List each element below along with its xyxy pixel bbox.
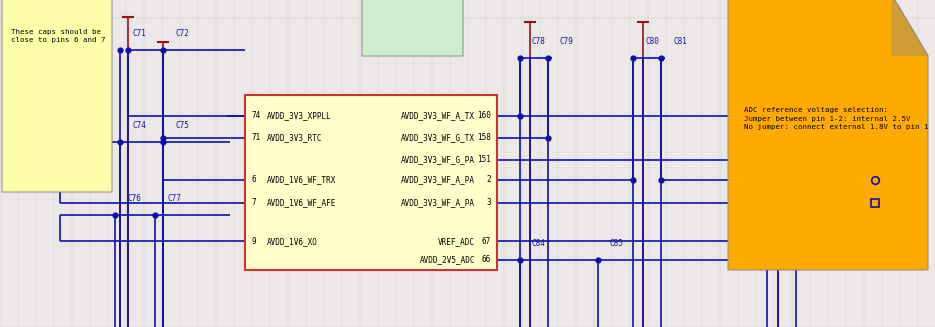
Text: AVDD_3V3_WF_A_PA: AVDD_3V3_WF_A_PA bbox=[401, 198, 475, 207]
Text: AVDD_2V5_ADC: AVDD_2V5_ADC bbox=[420, 255, 475, 264]
Text: C72: C72 bbox=[175, 29, 189, 38]
Text: C75: C75 bbox=[175, 121, 189, 130]
Polygon shape bbox=[728, 0, 928, 270]
Text: 158: 158 bbox=[477, 133, 491, 142]
Text: C82: C82 bbox=[779, 37, 793, 46]
Text: C77: C77 bbox=[167, 194, 180, 203]
Text: 151: 151 bbox=[477, 155, 491, 164]
Text: AVDD_1V6_WF_TRX: AVDD_1V6_WF_TRX bbox=[267, 175, 337, 184]
Text: C76: C76 bbox=[127, 194, 141, 203]
Text: These caps should be
close to pins 6 and 7: These caps should be close to pins 6 and… bbox=[11, 29, 106, 43]
Text: 6: 6 bbox=[251, 175, 255, 184]
Text: 2V5: 2V5 bbox=[812, 175, 826, 184]
Text: 9: 9 bbox=[251, 237, 255, 246]
Polygon shape bbox=[892, 0, 928, 56]
Text: ADC reference voltage selection:
Jumper between pin 1-2: internal 2.5V
No jumper: ADC reference voltage selection: Jumper … bbox=[744, 108, 928, 130]
Text: C81: C81 bbox=[673, 37, 687, 46]
Text: VREF_ADC: VREF_ADC bbox=[438, 237, 475, 246]
Bar bbox=[857, 165, 893, 218]
Text: C74: C74 bbox=[132, 121, 146, 130]
Text: C78: C78 bbox=[532, 37, 546, 46]
Text: AVDD_1V6_XO: AVDD_1V6_XO bbox=[267, 237, 318, 246]
Text: 2: 2 bbox=[848, 175, 853, 184]
Text: C79: C79 bbox=[560, 37, 574, 46]
Text: AVDD_3V3_XPPLL: AVDD_3V3_XPPLL bbox=[267, 112, 332, 121]
Text: 3: 3 bbox=[486, 198, 491, 207]
Bar bbox=[245, 95, 497, 270]
Text: AVDD_3V3_WF_G_TX: AVDD_3V3_WF_G_TX bbox=[401, 133, 475, 142]
Polygon shape bbox=[2, 0, 112, 192]
Polygon shape bbox=[362, 0, 463, 56]
Text: AVDD_3V3_WF_A_TX: AVDD_3V3_WF_A_TX bbox=[401, 112, 475, 121]
Text: ADC_VREF: ADC_VREF bbox=[812, 198, 849, 208]
Text: AVDD_1V6_WF_AFE: AVDD_1V6_WF_AFE bbox=[267, 198, 337, 207]
Text: 66: 66 bbox=[482, 255, 491, 264]
Text: 71: 71 bbox=[251, 133, 260, 142]
Text: C80: C80 bbox=[645, 37, 659, 46]
Text: C85: C85 bbox=[610, 238, 624, 248]
Text: AVDD_3V3_RTC: AVDD_3V3_RTC bbox=[267, 133, 323, 142]
Text: 1: 1 bbox=[848, 199, 853, 208]
Text: 2: 2 bbox=[486, 175, 491, 184]
Text: 7: 7 bbox=[251, 198, 255, 207]
Text: AVDD_3V3_WF_G_PA: AVDD_3V3_WF_G_PA bbox=[401, 155, 475, 164]
Text: AVDD_3V3_WF_A_PA: AVDD_3V3_WF_A_PA bbox=[401, 175, 475, 184]
Text: C71: C71 bbox=[132, 29, 146, 38]
Text: C84: C84 bbox=[532, 238, 546, 248]
Text: 67: 67 bbox=[482, 237, 491, 246]
Text: 74: 74 bbox=[251, 112, 260, 121]
Text: C83: C83 bbox=[808, 37, 822, 46]
Text: 160: 160 bbox=[477, 112, 491, 121]
